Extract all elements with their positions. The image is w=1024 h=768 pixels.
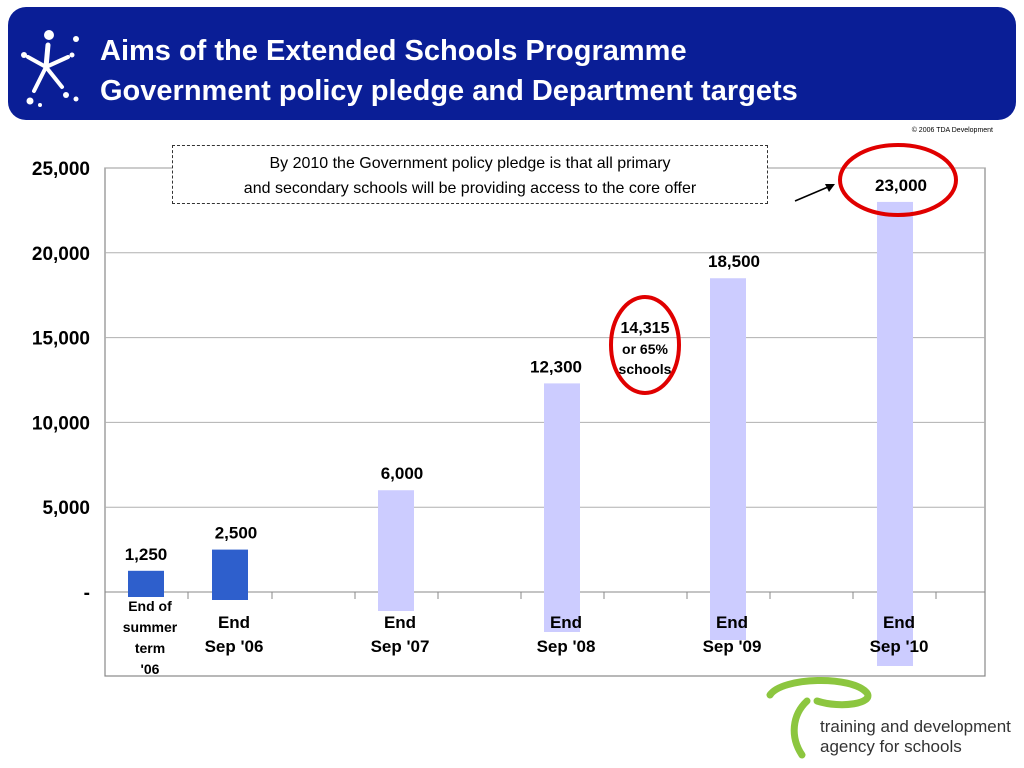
x-tick-label-line: End of (128, 598, 172, 614)
bar (378, 490, 414, 611)
y-tick-label: - (84, 583, 90, 604)
x-tick-label-line: summer (123, 619, 178, 635)
tda-swirl-icon (766, 676, 872, 759)
pledge-note-line-2: and secondary schools will be providing … (243, 180, 697, 197)
annotation-text: 14,315 or 65% schools (619, 320, 672, 377)
annotation-circle (609, 295, 681, 395)
y-tick-label: 5,000 (42, 498, 90, 519)
x-tick-label-line: Sep '06 (205, 637, 264, 656)
bar (710, 278, 746, 640)
x-tick-label: End of summer term '06 (123, 598, 178, 677)
copyright-notice: © 2006 TDA Development (911, 127, 993, 134)
title-line-1: Aims of the Extended Schools Programme (100, 35, 687, 67)
annotation-line: schools (619, 361, 672, 377)
x-tick-label: End Sep '10 (870, 613, 929, 656)
arrow-head (825, 184, 835, 192)
y-tick-label: 20,000 (32, 244, 90, 265)
x-tick-label-line: End (550, 613, 582, 632)
y-tick-label: 10,000 (32, 413, 90, 434)
tda-logo-line-2: agency for schools (820, 737, 962, 756)
y-tick-label: 15,000 (32, 329, 90, 350)
highlight-circle (838, 143, 958, 217)
annotation-line: or 65% (622, 341, 668, 357)
data-label: 18,500 (708, 252, 760, 271)
x-tick-label-line: Sep '07 (371, 637, 430, 656)
data-label: 12,300 (530, 357, 582, 376)
x-tick-label: End Sep '06 (205, 613, 264, 656)
tda-logo-line-1: training and development (820, 717, 1011, 736)
pledge-note-box: By 2010 the Government policy pledge is … (172, 145, 768, 204)
data-label: 2,500 (215, 524, 258, 543)
x-tick-label-line: End (883, 613, 915, 632)
tda-logo-text: training and development agency for scho… (820, 717, 1011, 757)
bar (544, 383, 580, 632)
bar (877, 201, 913, 667)
x-tick-label-line: term (135, 640, 165, 656)
data-label: 23,000 (875, 176, 927, 195)
x-tick-label: End Sep '07 (371, 613, 430, 656)
x-tick-label-line: End (716, 613, 748, 632)
data-label: 1,250 (125, 545, 168, 564)
x-tick-label-line: Sep '10 (870, 637, 929, 656)
bar (128, 570, 164, 597)
pledge-note-line-1: By 2010 the Government policy pledge is … (269, 155, 671, 172)
x-tick-label: End Sep '08 (537, 613, 596, 656)
title-line-2: Government policy pledge and Department … (100, 75, 798, 107)
page-title: Aims of the Extended Schools Programme G… (100, 31, 798, 111)
annotation-line: 14,315 (621, 320, 670, 337)
bar (212, 549, 248, 600)
pledge-arrow (794, 186, 829, 202)
x-tick-label-line: Sep '08 (537, 637, 596, 656)
y-tick-label: 25,000 (32, 159, 90, 180)
x-tick-label-line: End (218, 613, 250, 632)
figure-star-icon (21, 30, 79, 107)
x-tick-label-line: End (384, 613, 416, 632)
x-tick-label-line: '06 (141, 661, 160, 677)
header-banner: Aims of the Extended Schools Programme G… (8, 7, 1016, 120)
data-label: 6,000 (381, 464, 424, 483)
x-tick-label: End Sep '09 (703, 613, 762, 656)
x-tick-label-line: Sep '09 (703, 637, 762, 656)
